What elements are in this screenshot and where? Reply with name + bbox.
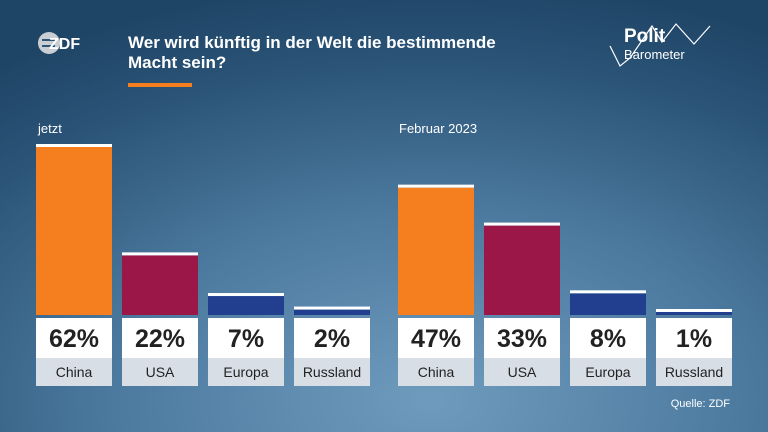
- bar-jetzt-usa: [122, 255, 198, 315]
- category-label-jetzt-russland: Russland: [303, 364, 361, 380]
- category-box-jetzt-russland: [294, 358, 370, 386]
- chart-title-line-1: Wer wird künftig in der Welt die bestimm…: [128, 33, 496, 52]
- category-label-februar-2023-russland: Russland: [665, 364, 723, 380]
- category-label-jetzt-europa: Europa: [223, 364, 268, 380]
- value-label-februar-2023-russland: 1%: [676, 325, 712, 353]
- value-box-jetzt-russland: [294, 318, 370, 358]
- value-label-februar-2023-usa: 33%: [497, 325, 547, 353]
- value-box-februar-2023-china: [398, 318, 474, 358]
- bar-februar-2023-russland: [656, 312, 732, 315]
- bar-cap-jetzt-china: [36, 144, 112, 147]
- bar-jetzt-europa: [208, 296, 284, 315]
- value-label-jetzt-europa: 7%: [228, 325, 264, 353]
- bar-februar-2023-usa: [484, 225, 560, 315]
- category-label-jetzt-china: China: [56, 364, 93, 380]
- category-box-februar-2023-russland: [656, 358, 732, 386]
- title-accent-rule: [128, 83, 192, 87]
- brand-zigzag-line: [609, 23, 711, 67]
- panel-label-februar-2023: Februar 2023: [399, 121, 478, 136]
- bar-cap-jetzt-usa: [122, 252, 198, 256]
- value-box-februar-2023-europa: [570, 318, 646, 358]
- bar-februar-2023-europa: [570, 293, 646, 315]
- value-label-jetzt-usa: 22%: [135, 325, 185, 353]
- value-label-jetzt-china: 62%: [49, 325, 99, 353]
- politbarometer-logo: Polit Barometer: [606, 22, 716, 72]
- category-box-februar-2023-usa: [484, 358, 560, 386]
- bar-cap-februar-2023-russland: [656, 309, 732, 312]
- category-box-februar-2023-europa: [570, 358, 646, 386]
- brand-line-2: Barometer: [624, 47, 685, 62]
- category-label-februar-2023-usa: USA: [508, 364, 537, 380]
- bar-jetzt-russland: [294, 309, 370, 315]
- category-box-jetzt-europa: [208, 358, 284, 386]
- zdf-logo: ZDF: [36, 30, 88, 58]
- bar-cap-jetzt-russland: [294, 306, 370, 310]
- source-note: Quelle: ZDF: [670, 398, 730, 410]
- value-label-jetzt-russland: 2%: [314, 325, 350, 353]
- value-label-februar-2023-china: 47%: [411, 325, 461, 353]
- bar-cap-februar-2023-usa: [484, 222, 560, 226]
- value-box-jetzt-china: [36, 318, 112, 358]
- value-box-februar-2023-russland: [656, 318, 732, 358]
- bar-cap-februar-2023-europa: [570, 290, 646, 294]
- category-label-februar-2023-china: China: [418, 364, 455, 380]
- value-label-februar-2023-europa: 8%: [590, 325, 626, 353]
- value-box-jetzt-europa: [208, 318, 284, 358]
- bar-februar-2023-china: [398, 187, 474, 315]
- category-label-februar-2023-europa: Europa: [585, 364, 630, 380]
- category-box-februar-2023-china: [398, 358, 474, 386]
- value-box-februar-2023-usa: [484, 318, 560, 358]
- category-box-jetzt-usa: [122, 358, 198, 386]
- chart-title-line-2: Macht sein?: [128, 53, 227, 72]
- chart-title: Wer wird künftig in der Welt die bestimm…: [128, 33, 558, 73]
- category-label-jetzt-usa: USA: [146, 364, 175, 380]
- bar-jetzt-china: [36, 147, 112, 315]
- category-box-jetzt-china: [36, 358, 112, 386]
- panel-label-jetzt: jetzt: [38, 121, 62, 136]
- zdf-logo-text: ZDF: [49, 36, 80, 53]
- value-box-jetzt-usa: [122, 318, 198, 358]
- bar-cap-jetzt-europa: [208, 293, 284, 297]
- bar-cap-februar-2023-china: [398, 184, 474, 188]
